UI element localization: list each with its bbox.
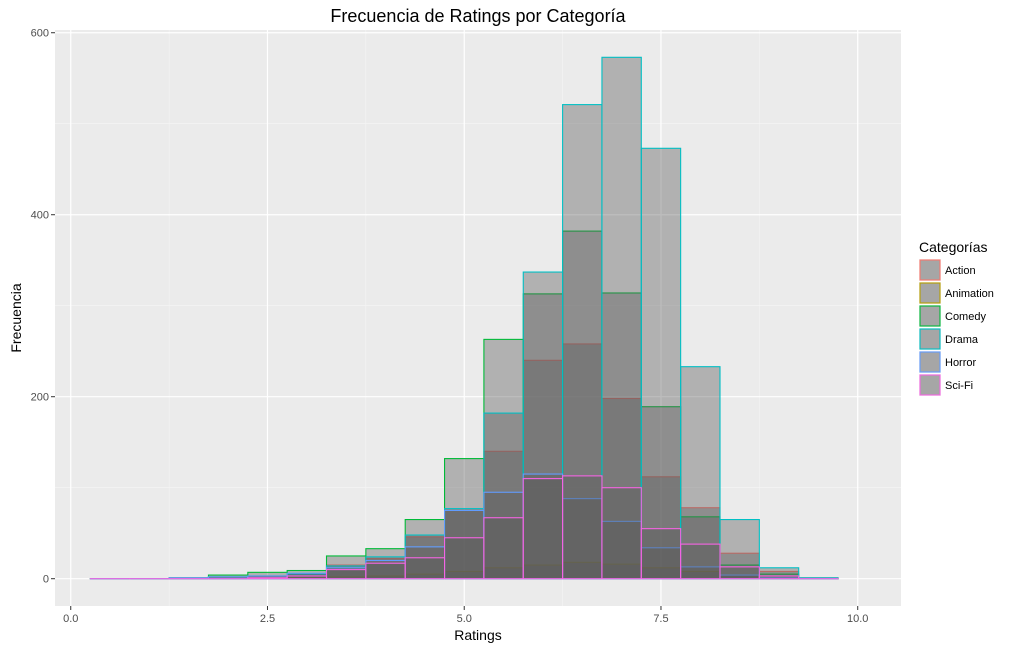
legend-item-sci-fi: Sci-Fi	[919, 374, 973, 396]
bar	[758, 575, 800, 580]
x-tick-label: 10.0	[847, 613, 868, 625]
bar	[562, 475, 603, 580]
bar	[483, 517, 524, 580]
bar	[483, 450, 524, 580]
legend-label: Drama	[945, 334, 979, 346]
legend-title: Categorías	[919, 239, 987, 255]
axes: 0.0 2.5 5.0 7.5 10.0 0 200 400 600	[31, 28, 869, 625]
bar	[562, 230, 603, 580]
legend-item-animation: Animation	[919, 282, 994, 304]
bar	[247, 577, 288, 580]
bar	[562, 104, 603, 580]
legend-item-horror: Horror	[919, 351, 977, 373]
bar	[404, 557, 446, 580]
legend-label: Comedy	[945, 311, 986, 323]
bar	[680, 543, 721, 580]
bar	[286, 575, 328, 580]
y-tick-label: 200	[31, 392, 49, 404]
bar	[365, 562, 406, 580]
bars	[89, 56, 839, 580]
legend-items: Action Animation Comedy Drama Horror Sci-Fi	[919, 259, 994, 396]
bar-series-comedy	[89, 230, 839, 580]
bar	[562, 343, 603, 580]
bar	[562, 498, 603, 580]
bar	[522, 271, 564, 580]
bar	[444, 537, 485, 580]
legend-label: Horror	[945, 357, 977, 369]
y-tick-label: 400	[31, 210, 49, 222]
legend-key	[919, 351, 941, 373]
legend-item-drama: Drama	[919, 328, 979, 350]
bar	[640, 406, 682, 580]
bar-series-sci-fi	[89, 475, 839, 580]
legend-key	[919, 282, 941, 304]
y-axis-title: Frecuencia	[8, 283, 24, 352]
legend-label: Animation	[945, 288, 994, 300]
bar	[404, 534, 446, 580]
bar	[483, 491, 524, 580]
x-tick-label: 7.5	[653, 613, 668, 625]
x-tick-label: 5.0	[457, 613, 472, 625]
legend-label: Action	[945, 265, 976, 277]
legend-item-action: Action	[919, 259, 976, 281]
legend-key	[919, 259, 941, 281]
x-tick-label: 2.5	[260, 613, 275, 625]
x-axis-title: Ratings	[454, 627, 501, 643]
legend: Categorías Action Animation Comedy Drama Hor…	[919, 239, 994, 396]
bar	[601, 397, 642, 580]
bar	[444, 508, 485, 580]
legend-item-comedy: Comedy	[919, 305, 986, 327]
bar	[680, 366, 721, 580]
bar	[719, 519, 760, 580]
bar	[325, 569, 367, 580]
bar	[640, 147, 682, 580]
bar	[680, 516, 721, 580]
bar	[601, 487, 642, 580]
bar	[522, 359, 564, 580]
bar	[640, 528, 682, 580]
bar	[522, 478, 564, 580]
bar	[719, 566, 760, 580]
chart-title: Frecuencia de Ratings por Categoría	[330, 6, 626, 26]
y-tick-label: 0	[43, 574, 49, 586]
legend-label: Sci-Fi	[945, 380, 973, 392]
legend-key	[919, 305, 941, 327]
legend-key	[919, 374, 941, 396]
legend-key	[919, 328, 941, 350]
bar	[601, 56, 642, 580]
y-tick-label: 600	[31, 28, 49, 40]
x-tick-label: 0.0	[63, 613, 78, 625]
